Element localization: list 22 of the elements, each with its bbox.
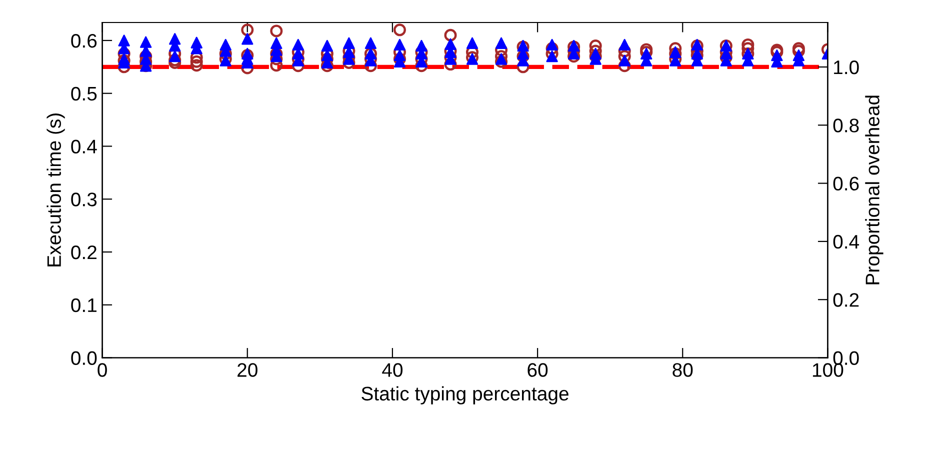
y-axis-title: Execution time (s) bbox=[46, 114, 65, 266]
y-tick-label: 0.4 bbox=[71, 140, 97, 154]
y-tick-label: 0.6 bbox=[71, 34, 97, 48]
y2-tick-label: 0.0 bbox=[833, 351, 859, 365]
y-tick-label: 0.2 bbox=[71, 245, 96, 260]
y2-tick-label: 1.0 bbox=[834, 60, 859, 74]
y-tick-label: 0.1 bbox=[71, 298, 96, 312]
y2-tick-label: 0.6 bbox=[833, 176, 859, 191]
x-tick-label: 0 bbox=[98, 363, 107, 377]
x-tick-label: 80 bbox=[672, 363, 693, 377]
y2-tick-label: 0.8 bbox=[833, 118, 859, 132]
y2-tick-label: 0.2 bbox=[833, 293, 859, 307]
y-tick-label: 0.5 bbox=[71, 86, 97, 101]
x-tick-label: 40 bbox=[382, 363, 403, 377]
y-tick-label: 0.3 bbox=[71, 192, 97, 206]
x-tick-label: 60 bbox=[528, 363, 548, 377]
y-tick-label: 0.0 bbox=[71, 351, 97, 365]
y2-axis-title: Proportional overhead bbox=[865, 96, 884, 284]
x-tick-label: 20 bbox=[238, 363, 258, 377]
x-axis-title: Static typing percentage bbox=[362, 386, 568, 404]
x-tick-label: 100 bbox=[812, 363, 844, 377]
y2-tick-label: 0.4 bbox=[833, 234, 860, 249]
